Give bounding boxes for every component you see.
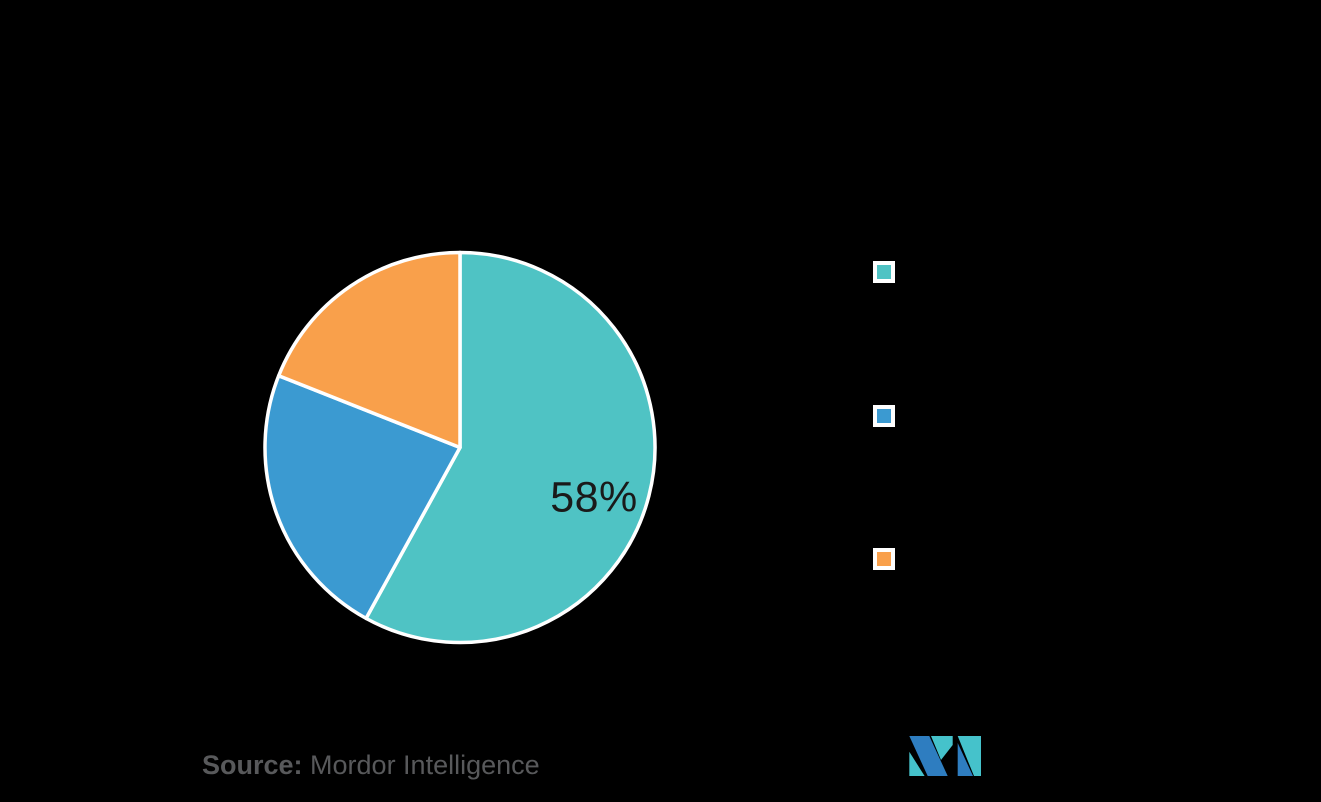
source-text: Mordor Intelligence — [302, 750, 540, 780]
source-attribution: Source: Mordor Intelligence — [202, 750, 540, 781]
legend-item-blue — [873, 405, 895, 427]
mordor-intelligence-logo-icon — [909, 736, 981, 776]
logo-blue-right-triangle — [957, 743, 973, 776]
legend-swatch-blue — [873, 405, 895, 427]
source-label: Source: — [202, 750, 303, 780]
pie-slice-teal — [364, 250, 657, 645]
legend-swatch-blue-fill — [877, 409, 891, 423]
logo-teal-bottom-left-triangle — [909, 751, 925, 776]
pie-data-label: 58% — [550, 473, 638, 522]
logo-blue-band — [909, 736, 948, 776]
legend — [873, 261, 1193, 581]
legend-item-orange — [873, 548, 895, 570]
legend-swatch-orange-fill — [877, 552, 891, 566]
pie-slice-blue — [263, 373, 462, 621]
pie-slice-orange — [276, 250, 462, 450]
legend-item-teal — [873, 261, 895, 283]
legend-swatch-orange — [873, 548, 895, 570]
legend-swatch-teal — [873, 261, 895, 283]
logo-teal-right-bar — [957, 736, 981, 776]
legend-swatch-teal-fill — [877, 265, 891, 279]
logo-teal-middle-triangle — [931, 736, 953, 760]
